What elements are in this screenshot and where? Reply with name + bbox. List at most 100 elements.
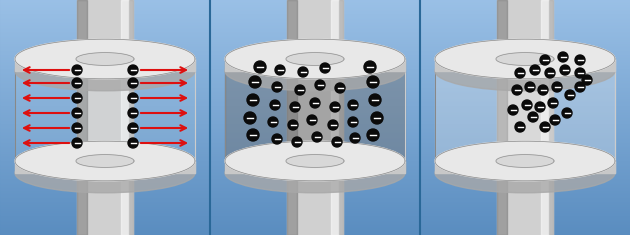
Bar (0, 71, 630, 72)
Bar (0, 159, 630, 160)
Bar (225, 59, 405, 71)
Bar (0, 186, 630, 187)
Bar (0, 208, 630, 209)
Bar (0, 9, 630, 10)
Circle shape (582, 75, 592, 85)
Polygon shape (339, 0, 343, 235)
Circle shape (128, 138, 138, 148)
Bar (0, 8, 630, 9)
Bar (0, 151, 630, 152)
Bar (0, 165, 630, 166)
Bar (0, 3, 630, 4)
Bar (0, 41, 630, 42)
Bar (0, 160, 630, 161)
Bar (0, 76, 630, 77)
Bar (0, 132, 630, 133)
Bar (0, 202, 630, 203)
Bar (0, 149, 630, 150)
Bar (0, 218, 630, 219)
Bar (0, 184, 630, 185)
Bar (0, 161, 630, 162)
Bar (0, 99, 630, 100)
Bar (0, 138, 630, 139)
Bar (286, 59, 344, 71)
Ellipse shape (76, 167, 134, 179)
Bar (0, 168, 630, 169)
Circle shape (128, 65, 138, 75)
Bar (435, 59, 615, 71)
Bar (0, 28, 630, 29)
Bar (0, 135, 630, 136)
Ellipse shape (15, 51, 195, 91)
Bar (0, 197, 630, 198)
Ellipse shape (496, 155, 554, 167)
Bar (0, 42, 630, 43)
Circle shape (548, 98, 558, 108)
Ellipse shape (435, 39, 615, 79)
Bar (0, 227, 630, 228)
Bar (0, 191, 630, 192)
Bar (435, 161, 615, 173)
Bar (0, 39, 630, 40)
Bar (0, 109, 630, 110)
Bar (0, 152, 630, 153)
Bar (0, 49, 630, 50)
Bar (0, 81, 630, 82)
Bar (0, 134, 630, 135)
Circle shape (312, 132, 322, 142)
Ellipse shape (15, 141, 195, 181)
Bar (0, 84, 630, 85)
Bar (0, 91, 630, 92)
Circle shape (364, 61, 376, 73)
Polygon shape (549, 0, 553, 235)
Circle shape (575, 68, 585, 78)
Ellipse shape (286, 155, 344, 167)
Bar (0, 224, 630, 225)
Bar (0, 17, 630, 18)
Bar (0, 226, 630, 227)
Bar (0, 189, 630, 190)
Bar (0, 156, 630, 157)
Polygon shape (77, 0, 87, 235)
Bar (0, 51, 630, 52)
Bar (0, 10, 630, 11)
Bar (0, 170, 630, 171)
Bar (0, 176, 630, 177)
Circle shape (348, 100, 358, 110)
Bar (77, 0, 133, 235)
Circle shape (335, 83, 345, 93)
Bar (0, 63, 630, 64)
Bar (0, 7, 630, 8)
Circle shape (268, 117, 278, 127)
Bar (0, 24, 630, 25)
Bar (0, 194, 630, 195)
Circle shape (525, 82, 535, 92)
Circle shape (538, 85, 548, 95)
Bar (0, 73, 630, 74)
Bar (0, 54, 630, 55)
Circle shape (247, 94, 259, 106)
Bar (0, 32, 630, 33)
Bar (0, 213, 630, 214)
Bar (0, 5, 630, 6)
Bar (0, 169, 630, 170)
Bar (0, 199, 630, 200)
Bar (0, 204, 630, 205)
Bar (0, 43, 630, 44)
Ellipse shape (225, 39, 405, 79)
Bar (0, 185, 630, 186)
Bar (0, 166, 630, 167)
Bar (0, 47, 630, 48)
Circle shape (350, 133, 360, 143)
Bar (0, 25, 630, 26)
Bar (0, 130, 630, 131)
Bar (0, 102, 630, 103)
Bar (0, 163, 630, 164)
Bar (0, 45, 630, 46)
Bar (0, 179, 630, 180)
Bar (0, 50, 630, 51)
Bar (0, 136, 630, 137)
Circle shape (128, 93, 138, 103)
Bar (0, 167, 630, 168)
Ellipse shape (435, 153, 615, 193)
